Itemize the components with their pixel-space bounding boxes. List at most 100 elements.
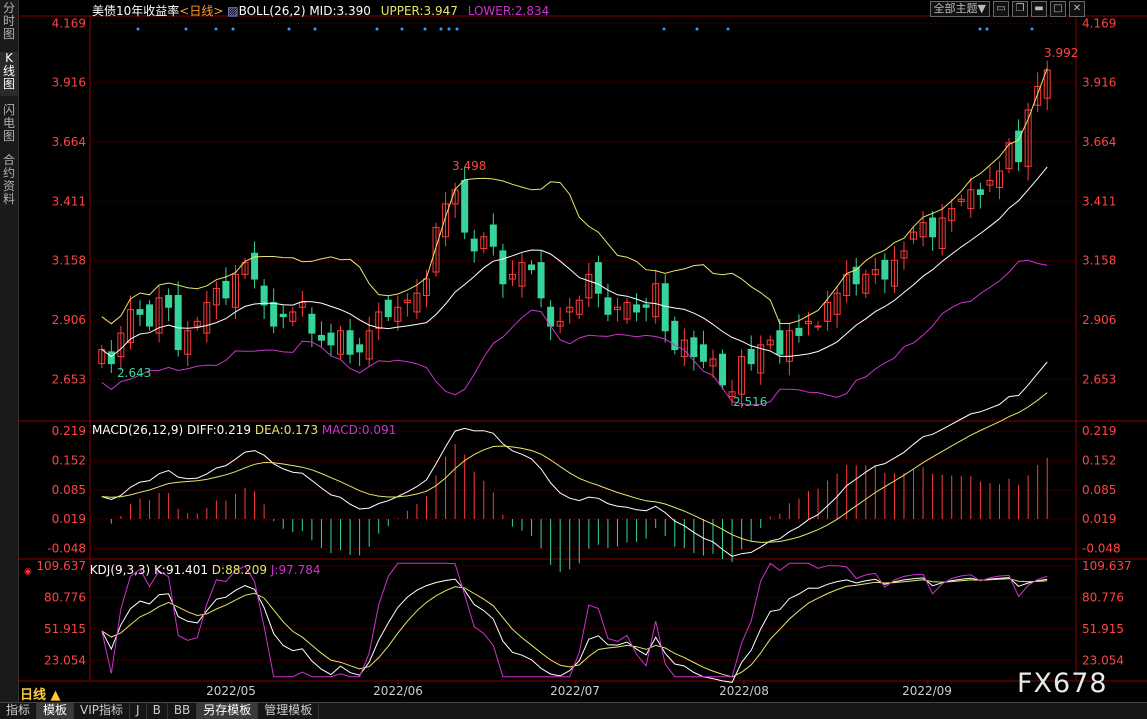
candle-body bbox=[432, 226, 440, 273]
candle-body bbox=[824, 302, 832, 322]
kdj-d: D:88.209 bbox=[211, 563, 268, 577]
kdj-j-line bbox=[101, 562, 1048, 678]
macd-tick-left-0: 0.219 bbox=[52, 424, 86, 438]
theme-dropdown[interactable]: 全部主题▼ bbox=[929, 1, 990, 17]
signal-dot bbox=[231, 27, 235, 31]
low-label-may: 2.643 bbox=[117, 366, 151, 380]
kdj-tick-right-1: 80.776 bbox=[1082, 590, 1124, 604]
candle-body bbox=[317, 334, 325, 341]
candle-body bbox=[719, 353, 727, 386]
restore-icon[interactable]: ❐ bbox=[1012, 1, 1028, 17]
period-tag: <日线> bbox=[179, 4, 224, 18]
candle-body bbox=[279, 313, 287, 318]
macd-label: MACD(26,12,9) bbox=[92, 423, 184, 437]
tab-j[interactable]: J bbox=[130, 703, 147, 719]
candle-body bbox=[203, 302, 211, 334]
main-tick-right-0: 4.169 bbox=[1082, 16, 1116, 30]
candle-body bbox=[499, 250, 507, 285]
tab-b[interactable]: B bbox=[147, 703, 168, 719]
kdj-d-line bbox=[101, 578, 1048, 678]
maximize-icon[interactable]: □ bbox=[1050, 1, 1066, 17]
tab-bb[interactable]: BB bbox=[168, 703, 198, 719]
main-tick-left-6: 2.653 bbox=[52, 372, 86, 386]
candle-body bbox=[967, 189, 975, 210]
kdj-settings-icon[interactable]: ◉ bbox=[24, 567, 32, 577]
macd-diff: DIFF:0.219 bbox=[186, 423, 252, 437]
main-tick-right-6: 2.653 bbox=[1082, 372, 1116, 386]
main-tick-left-2: 3.664 bbox=[52, 135, 86, 149]
candle-body bbox=[413, 292, 421, 313]
side-tab-flash[interactable]: 闪电图 bbox=[2, 103, 15, 143]
main-tick-right-1: 3.916 bbox=[1082, 76, 1116, 90]
candle-body bbox=[222, 280, 230, 299]
candle-body bbox=[948, 208, 956, 221]
candle-body bbox=[365, 330, 373, 360]
candle-body bbox=[776, 330, 784, 355]
x-tick-label-0: 2022/05 bbox=[206, 684, 256, 698]
tab-manage-template[interactable]: 管理模板 bbox=[258, 703, 320, 719]
macd-dea: DEA:0.173 bbox=[254, 423, 319, 437]
kdj-k-line bbox=[101, 577, 1048, 683]
candle-body bbox=[699, 344, 707, 362]
side-tab-kline[interactable]: K线图 bbox=[0, 52, 18, 96]
window-icon[interactable]: ▭ bbox=[993, 1, 1009, 17]
candle-body bbox=[212, 287, 220, 306]
macd-tick-right-0: 0.219 bbox=[1082, 424, 1116, 438]
price-chart-canvas[interactable]: 4.169 4.169 3.916 3.916 3.664 3.664 3.411 3.411… bbox=[0, 0, 1147, 702]
candle-body bbox=[862, 273, 870, 294]
candle-body bbox=[107, 351, 115, 365]
main-tick-right-5: 2.906 bbox=[1082, 313, 1116, 327]
candle-body bbox=[757, 344, 765, 374]
candle-body bbox=[470, 238, 478, 252]
candle-body bbox=[241, 262, 249, 275]
macd-tick-right-1: 0.152 bbox=[1082, 454, 1116, 468]
boll-mid-line bbox=[101, 166, 1048, 358]
candle-body bbox=[289, 311, 297, 322]
tab-save-template[interactable]: 另存模板 bbox=[197, 703, 259, 719]
tab-vip-indicators[interactable]: VIP指标 bbox=[74, 703, 131, 719]
candle-body bbox=[929, 217, 937, 238]
main-tick-right-3: 3.411 bbox=[1082, 194, 1116, 208]
candle-body bbox=[146, 304, 154, 327]
tab-indicators[interactable]: 指标 bbox=[0, 703, 38, 719]
signal-dot bbox=[447, 27, 451, 31]
signal-dot bbox=[423, 27, 427, 31]
candle-body bbox=[327, 332, 335, 346]
candle-body bbox=[165, 295, 173, 308]
kdj-tick-right-2: 51.915 bbox=[1082, 622, 1124, 636]
candle-body bbox=[881, 259, 889, 280]
candle-body bbox=[308, 313, 316, 334]
candle-body bbox=[661, 283, 669, 332]
candle-body bbox=[1005, 142, 1013, 170]
candle-body bbox=[489, 224, 497, 247]
candle-body bbox=[833, 292, 841, 315]
candle-body bbox=[337, 330, 345, 355]
boll-icon: ▨ bbox=[227, 4, 239, 18]
kdj-tick-right-0: 109.637 bbox=[1082, 559, 1132, 573]
minimize-icon[interactable]: ▬ bbox=[1031, 1, 1047, 17]
candle-body bbox=[900, 250, 908, 259]
close-icon[interactable]: ✕ bbox=[1069, 1, 1085, 17]
macd-tick-left-3: 0.019 bbox=[52, 512, 86, 526]
candle-body bbox=[594, 262, 602, 294]
x-tick-label-2: 2022/07 bbox=[550, 684, 600, 698]
side-tab-timeshare[interactable]: 分时图 bbox=[2, 1, 15, 41]
signal-dot bbox=[439, 27, 443, 31]
side-tab-contract[interactable]: 合约资料 bbox=[2, 153, 15, 206]
main-legend: 美债10年收益率<日线> ▨BOLL(26,2) MID:3.390 UPPER… bbox=[92, 2, 549, 19]
main-tick-left-3: 3.411 bbox=[52, 194, 86, 208]
macd-tick-left-1: 0.152 bbox=[52, 454, 86, 468]
kdj-k: K:91.401 bbox=[154, 563, 208, 577]
period-selector[interactable]: 日线 ▲ bbox=[20, 688, 61, 703]
candle-body bbox=[585, 273, 593, 299]
candle-body bbox=[871, 269, 879, 275]
candle-body bbox=[938, 217, 946, 250]
signal-dot bbox=[695, 27, 699, 31]
macd-tick-right-4: -0.048 bbox=[1082, 541, 1121, 555]
x-tick-label-1: 2022/06 bbox=[373, 684, 423, 698]
signal-dot bbox=[375, 27, 379, 31]
main-tick-right-2: 3.664 bbox=[1082, 135, 1116, 149]
candle-body bbox=[251, 252, 259, 280]
candle-body bbox=[403, 299, 411, 304]
tab-templates[interactable]: 模板 bbox=[37, 703, 75, 719]
